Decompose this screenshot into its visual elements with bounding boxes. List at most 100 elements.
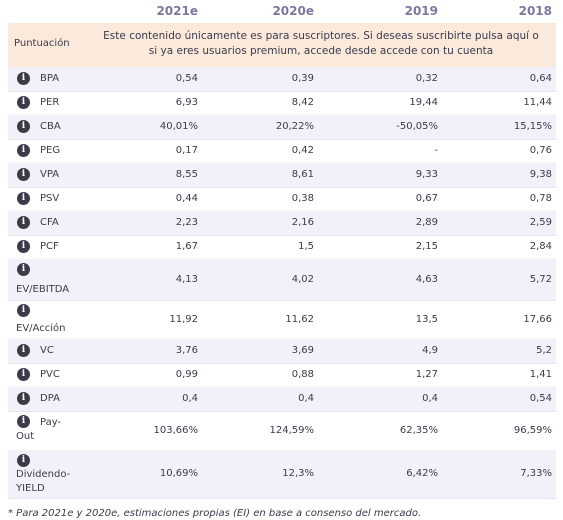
table-row: i VC 3,76 3,69 4,9 5,2	[8, 339, 556, 364]
ratio-name-line1: Pay-	[40, 417, 62, 428]
value-cell: 3,69	[291, 345, 314, 356]
value-cell: 7,33%	[520, 468, 552, 479]
ratio-name: VC	[40, 345, 54, 356]
value-cell: 8,42	[291, 97, 314, 108]
column-header-2021e: 2021e	[156, 4, 198, 18]
ratio-name: EV/Acción	[16, 323, 66, 334]
ratio-name: Dividendo- YIELD	[16, 468, 70, 496]
info-icon[interactable]: i	[17, 192, 30, 205]
info-icon[interactable]: i	[17, 240, 30, 253]
table-header: 2021e 2020e 2019 2018	[0, 0, 563, 23]
info-icon[interactable]: i	[17, 344, 30, 357]
subscriber-message-line2: si ya eres usuarios premium, accede desd…	[148, 45, 494, 57]
value-cell: 1,67	[175, 241, 198, 252]
info-icon[interactable]: i	[17, 304, 30, 317]
value-cell: 40,01%	[159, 121, 198, 132]
ratio-name: CFA	[40, 217, 59, 228]
value-cell: 62,35%	[399, 425, 438, 436]
value-cell: 0,54	[529, 393, 552, 404]
value-cell: 4,02	[291, 274, 314, 285]
value-cell: 0,99	[175, 369, 198, 380]
value-cell: -50,05%	[396, 121, 438, 132]
value-cell: 5,72	[529, 274, 552, 285]
value-cell: 9,38	[529, 169, 552, 180]
value-cell: 13,5	[415, 314, 438, 325]
value-cell: 3,76	[175, 345, 198, 356]
table-row: i VPA 8,55 8,61 9,33 9,38	[8, 163, 556, 188]
value-cell: 4,63	[415, 274, 438, 285]
info-icon[interactable]: i	[17, 392, 30, 405]
value-cell: 0,78	[529, 193, 552, 204]
value-cell: 0,17	[175, 145, 198, 156]
value-cell: 12,3%	[282, 468, 314, 479]
table-row: i CFA 2,23 2,16 2,89 2,59	[8, 211, 556, 236]
value-cell: 19,44	[409, 97, 438, 108]
value-cell: 96,59%	[513, 425, 552, 436]
value-cell: 4,9	[422, 345, 438, 356]
subscriber-promo-row[interactable]: Puntuación Este contenido únicamente es …	[8, 23, 556, 67]
value-cell: 11,92	[169, 314, 198, 325]
ratio-name: DPA	[40, 393, 60, 404]
value-cell: 2,89	[415, 217, 438, 228]
ratio-name-line1: Dividendo-	[16, 469, 71, 480]
value-cell: 0,32	[415, 73, 438, 84]
info-icon[interactable]: i	[17, 368, 30, 381]
value-cell: 9,33	[415, 169, 438, 180]
value-cell: 0,39	[291, 73, 314, 84]
info-icon[interactable]: i	[17, 120, 30, 133]
value-cell: 124,59%	[269, 425, 315, 436]
ratio-name: PER	[40, 97, 60, 108]
ratio-name: Pay- Out	[16, 416, 61, 444]
info-icon[interactable]: i	[17, 454, 30, 467]
footnote: * Para 2021e y 2020e, estimaciones propi…	[8, 508, 422, 519]
table-row: i Dividendo- YIELD 10,69% 12,3% 6,42% 7,33%	[8, 450, 556, 499]
value-cell: 0,88	[291, 369, 314, 380]
value-cell: 4,13	[175, 274, 198, 285]
column-header-2020e: 2020e	[272, 4, 314, 18]
value-cell: 0,38	[291, 193, 314, 204]
value-cell: 1,41	[529, 369, 552, 380]
value-cell: 0,64	[529, 73, 552, 84]
info-icon[interactable]: i	[17, 72, 30, 85]
table-row: i PEG 0,17 0,42 - 0,76	[8, 139, 556, 164]
value-cell: 2,15	[415, 241, 438, 252]
value-cell: 0,44	[175, 193, 198, 204]
table-row: i PVC 0,99 0,88 1,27 1,41	[8, 363, 556, 388]
info-icon[interactable]: i	[17, 168, 30, 181]
info-icon[interactable]: i	[17, 144, 30, 157]
ratio-name: EV/EBITDA	[16, 284, 70, 295]
table-row: i PER 6,93 8,42 19,44 11,44	[8, 91, 556, 116]
info-icon[interactable]: i	[17, 263, 30, 276]
ratio-name: PVC	[40, 369, 60, 380]
table-row: i PCF 1,67 1,5 2,15 2,84	[8, 235, 556, 260]
info-icon[interactable]: i	[17, 415, 30, 428]
table-row: i EV/Acción 11,92 11,62 13,5 17,66	[8, 300, 556, 340]
value-cell: 2,16	[291, 217, 314, 228]
value-cell: 0,4	[182, 393, 198, 404]
value-cell: 6,93	[175, 97, 198, 108]
subscriber-message[interactable]: Este contenido únicamente es para suscri…	[88, 29, 554, 59]
info-icon[interactable]: i	[17, 96, 30, 109]
value-cell: -	[434, 145, 438, 156]
value-cell: 11,44	[523, 97, 552, 108]
ratio-name: PCF	[40, 241, 59, 252]
value-cell: 5,2	[536, 345, 552, 356]
puntuacion-label: Puntuación	[14, 38, 70, 49]
value-cell: 17,66	[523, 314, 552, 325]
ratio-name: VPA	[40, 169, 60, 180]
value-cell: 8,55	[175, 169, 198, 180]
value-cell: 1,5	[298, 241, 314, 252]
value-cell: 20,22%	[275, 121, 314, 132]
info-icon[interactable]: i	[17, 216, 30, 229]
ratio-name: PSV	[40, 193, 60, 204]
table-row: i CBA 40,01% 20,22% -50,05% 15,15%	[8, 115, 556, 140]
subscriber-message-line1: Este contenido únicamente es para suscri…	[103, 30, 539, 42]
value-cell: 8,61	[291, 169, 314, 180]
value-cell: 2,84	[529, 241, 552, 252]
value-cell: 0,67	[415, 193, 438, 204]
table-row: i EV/EBITDA 4,13 4,02 4,63 5,72	[8, 259, 556, 301]
value-cell: 0,42	[291, 145, 314, 156]
value-cell: 6,42%	[406, 468, 438, 479]
ratio-name-line2: YIELD	[16, 483, 45, 494]
value-cell: 0,4	[298, 393, 314, 404]
